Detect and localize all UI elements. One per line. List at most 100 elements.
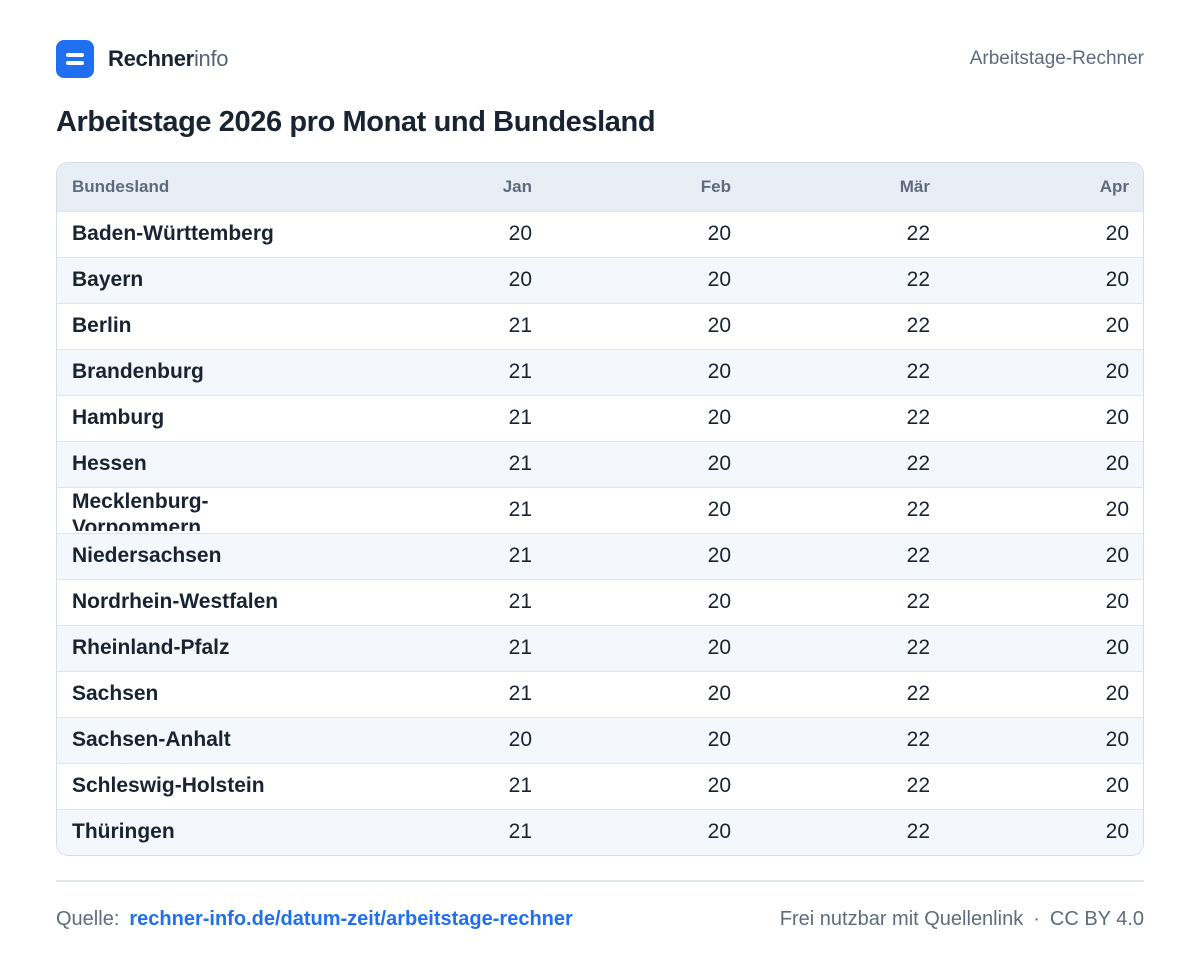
mar-cell: 22 [906, 268, 930, 291]
mar-cell: 22 [906, 360, 930, 383]
jan-cell: 21 [508, 682, 532, 705]
column-header-bundesland: Bundesland [72, 176, 170, 196]
page-footer: Quelle: rechner-info.de/datum-zeit/arbei… [56, 904, 1144, 934]
column-header-jan: Jan [502, 176, 532, 196]
table-row: Schleswig-Holstein 21 20 22 20 [57, 763, 1143, 809]
feb-cell: 20 [707, 406, 731, 429]
feb-cell: 20 [707, 360, 731, 383]
apr-cell: 20 [1105, 222, 1129, 245]
feb-cell: 20 [707, 820, 731, 844]
feb-cell: 20 [707, 452, 731, 475]
jan-cell: 20 [508, 222, 532, 245]
state-cell: Mecklenburg-Vorpommern [72, 490, 209, 531]
jan-cell: 21 [508, 820, 532, 844]
mar-cell: 22 [906, 820, 930, 844]
state-cell: Sachsen [72, 682, 159, 705]
state-cell: Hessen [72, 452, 147, 475]
workdays-table: Bundesland Jan Feb Mär Apr Baden-Württem… [57, 163, 1143, 855]
workdays-table-card: Bundesland Jan Feb Mär Apr Baden-Württem… [56, 162, 1144, 856]
jan-cell: 21 [508, 452, 532, 475]
apr-cell: 20 [1105, 820, 1129, 844]
state-cell: Baden-Württemberg [72, 222, 274, 245]
apr-cell: 20 [1105, 314, 1129, 337]
feb-cell: 20 [707, 498, 731, 521]
state-cell: Bayern [72, 268, 144, 291]
brand-name-bold: Rechner [108, 46, 194, 71]
mar-cell: 22 [906, 544, 930, 567]
jan-cell: 20 [508, 728, 532, 751]
apr-cell: 20 [1105, 544, 1129, 567]
table-row: Mecklenburg-Vorpommern 21 20 22 20 [57, 487, 1143, 533]
mar-cell: 22 [906, 590, 930, 613]
jan-cell: 21 [508, 314, 532, 337]
state-cell: Hamburg [72, 406, 165, 429]
footer-divider [56, 880, 1144, 882]
source-attribution: Quelle: rechner-info.de/datum-zeit/arbei… [56, 908, 573, 931]
license-text: Frei nutzbar mit Quellenlink [779, 907, 1024, 930]
state-cell: Berlin [72, 314, 132, 337]
mar-cell: 22 [906, 682, 930, 705]
column-header-mar: Mär [899, 176, 930, 196]
state-cell: Schleswig-Holstein [72, 774, 265, 797]
table-row: Brandenburg 21 20 22 20 [57, 349, 1143, 395]
jan-cell: 20 [508, 268, 532, 291]
table-row: Sachsen 21 20 22 20 [57, 671, 1143, 717]
mar-cell: 22 [906, 498, 930, 521]
mar-cell: 22 [906, 452, 930, 475]
table-row: Hessen 21 20 22 20 [57, 441, 1143, 487]
table-row: Niedersachsen 21 20 22 20 [57, 533, 1143, 579]
apr-cell: 20 [1105, 498, 1129, 521]
header-nav-link[interactable]: Arbeitstage-Rechner [969, 48, 1144, 69]
feb-cell: 20 [707, 682, 731, 705]
equals-logo-icon [56, 40, 94, 78]
mar-cell: 22 [906, 728, 930, 751]
apr-cell: 20 [1105, 590, 1129, 613]
state-cell: Sachsen-Anhalt [72, 728, 231, 751]
separator-dot: · [1033, 907, 1040, 930]
jan-cell: 21 [508, 774, 532, 797]
mar-cell: 22 [906, 222, 930, 245]
page-title: Arbeitstage 2026 pro Monat und Bundeslan… [56, 106, 656, 138]
table-row: Rheinland-Pfalz 21 20 22 20 [57, 625, 1143, 671]
site-header: Rechnerinfo Arbeitstage-Rechner [56, 40, 1144, 78]
feb-cell: 20 [707, 544, 731, 567]
state-cell: Brandenburg [72, 360, 204, 383]
brand-name: Rechnerinfo [108, 46, 229, 72]
source-label: Quelle: [56, 907, 120, 930]
mar-cell: 22 [906, 774, 930, 797]
state-cell: Rheinland-Pfalz [72, 636, 230, 659]
apr-cell: 20 [1105, 452, 1129, 475]
table-header-row: Bundesland Jan Feb Mär Apr [57, 163, 1143, 211]
jan-cell: 21 [508, 498, 532, 521]
apr-cell: 20 [1105, 268, 1129, 291]
column-header-feb: Feb [700, 176, 731, 196]
table-row: Berlin 21 20 22 20 [57, 303, 1143, 349]
mar-cell: 22 [906, 406, 930, 429]
feb-cell: 20 [707, 314, 731, 337]
state-cell: Nordrhein-Westfalen [72, 590, 279, 613]
apr-cell: 20 [1105, 406, 1129, 429]
brand-name-light: info [193, 46, 229, 71]
table-row: Hamburg 21 20 22 20 [57, 395, 1143, 441]
brand-logo[interactable]: Rechnerinfo [56, 40, 229, 78]
state-cell: Thüringen [72, 820, 175, 844]
jan-cell: 21 [508, 360, 532, 383]
state-cell: Niedersachsen [72, 544, 222, 567]
feb-cell: 20 [707, 268, 731, 291]
apr-cell: 20 [1105, 682, 1129, 705]
feb-cell: 20 [707, 636, 731, 659]
feb-cell: 20 [707, 774, 731, 797]
license-badge: CC BY 4.0 [1049, 907, 1144, 930]
feb-cell: 20 [707, 728, 731, 751]
apr-cell: 20 [1105, 636, 1129, 659]
jan-cell: 21 [508, 636, 532, 659]
table-row: Sachsen-Anhalt 20 20 22 20 [57, 717, 1143, 763]
jan-cell: 21 [508, 590, 532, 613]
apr-cell: 20 [1105, 728, 1129, 751]
mar-cell: 22 [906, 314, 930, 337]
table-row: Thüringen 21 20 22 20 [57, 809, 1143, 855]
apr-cell: 20 [1105, 360, 1129, 383]
source-link[interactable]: rechner-info.de/datum-zeit/arbeitstage-r… [129, 907, 573, 930]
table-row: Baden-Württemberg 20 20 22 20 [57, 211, 1143, 257]
table-row: Nordrhein-Westfalen 21 20 22 20 [57, 579, 1143, 625]
